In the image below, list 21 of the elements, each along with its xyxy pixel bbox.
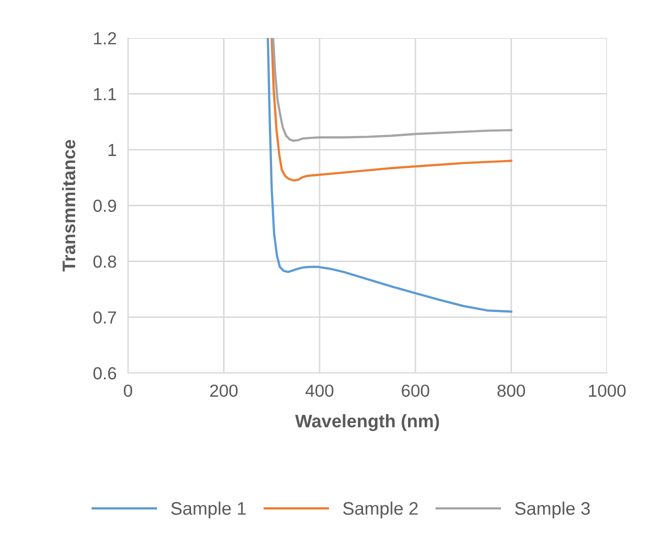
x-axis-title: Wavelength (nm) <box>295 414 439 432</box>
x-tick-label: 200 <box>210 384 238 397</box>
x-tick-label: 800 <box>497 384 526 397</box>
x-tick-label: 600 <box>402 384 430 397</box>
y-tick-label: 1.2 <box>94 32 116 44</box>
y-tick-label: 0.6 <box>93 367 116 380</box>
y-tick-label: 0.7 <box>93 311 116 324</box>
y-tick-label: 1.1 <box>94 88 116 100</box>
y-tick-label: 0.8 <box>93 256 116 268</box>
legend-label: Sample 2 <box>343 502 418 518</box>
legend-label: Sample 1 <box>171 502 246 518</box>
y-tick-label: 0.9 <box>93 200 116 212</box>
line-series <box>270 38 512 182</box>
legend-label: Sample 3 <box>515 502 590 518</box>
y-tick-label: 1 <box>108 144 116 156</box>
line-series <box>272 38 512 142</box>
y-axis-title: Transmmitance <box>62 140 76 272</box>
x-tick-label: 400 <box>306 384 334 397</box>
line-series <box>266 38 512 313</box>
x-tick-label: 0 <box>124 384 132 397</box>
x-tick-label: 1000 <box>589 384 626 397</box>
